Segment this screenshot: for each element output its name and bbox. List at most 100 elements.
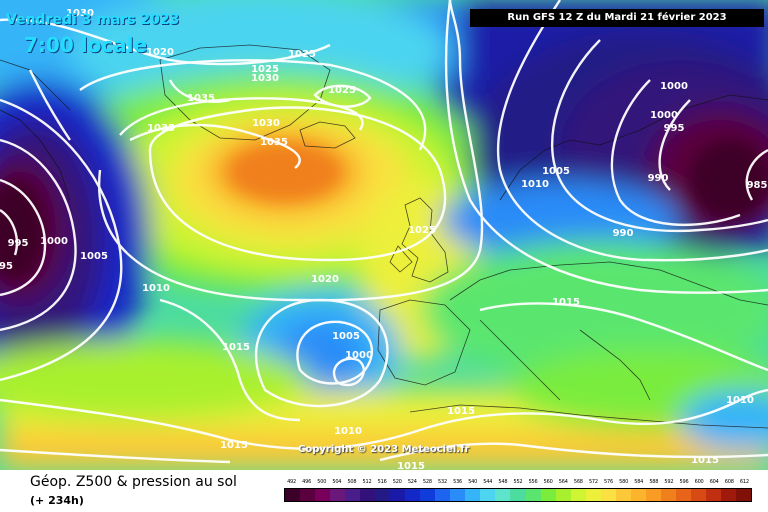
color-scale-swatch: [540, 489, 556, 501]
color-scale-swatch: [510, 489, 526, 501]
color-scale-value: 612: [739, 479, 749, 485]
isobar-label: 1015: [220, 440, 248, 451]
valid-date: Vendredi 3 mars 2023: [6, 12, 180, 28]
color-scale-swatch: [315, 489, 331, 501]
isobar-label: 990: [613, 228, 634, 239]
color-scale-value: 500: [317, 479, 327, 485]
isobar-label: 1005: [332, 331, 360, 342]
color-scale-swatch: [390, 489, 406, 501]
color-scale-value: 504: [332, 479, 342, 485]
isobar-label: 1015: [691, 455, 719, 466]
isobar-label: 995: [664, 123, 685, 134]
color-scale-value: 548: [498, 479, 508, 485]
isobar-label: 1000: [660, 81, 688, 92]
color-scale: [284, 488, 752, 502]
color-scale-swatch: [420, 489, 436, 501]
color-scale-swatch: [720, 489, 736, 501]
color-scale-swatch: [615, 489, 631, 501]
color-scale-swatch: [690, 489, 706, 501]
isobar-label: 990: [648, 173, 669, 184]
isobar-label: 1015: [447, 406, 475, 417]
coastlines: [0, 44, 768, 429]
isobar-label: 95: [0, 261, 13, 272]
color-scale-value: 536: [453, 479, 463, 485]
color-scale-swatch: [330, 489, 346, 501]
footer-bar: Géop. Z500 & pression au sol (+ 234h) 49…: [0, 470, 768, 512]
color-scale-value: 492: [287, 479, 297, 485]
isobar-label: 1005: [80, 251, 108, 262]
color-scale-value: 596: [679, 479, 689, 485]
isobar-label: 1035: [187, 93, 215, 104]
run-info: Run GFS 12 Z du Mardi 21 février 2023: [470, 9, 764, 27]
product-title: Géop. Z500 & pression au sol: [30, 474, 237, 490]
isobar-label: 1010: [142, 283, 170, 294]
weather-map: 1030 1020 1025 1025 1030 1025 1035 1035 1030 1035…: [0, 0, 768, 470]
isobar-label: 1025: [288, 49, 316, 60]
color-scale-swatch: [480, 489, 496, 501]
isobar-label: 1035: [147, 123, 175, 134]
color-scale-value: 584: [634, 479, 644, 485]
isobar-label: 1000: [40, 236, 68, 247]
color-scale-value: 576: [604, 479, 613, 485]
color-scale-swatch: [525, 489, 541, 501]
isobar-label: 1000: [650, 110, 678, 121]
color-scale-swatch: [630, 489, 646, 501]
color-scale-swatch: [735, 489, 751, 501]
color-scale-value: 532: [438, 479, 447, 485]
color-scale-swatch: [585, 489, 601, 501]
color-scale-value: 540: [468, 479, 478, 485]
color-scale-value: 600: [694, 479, 704, 485]
color-scale-swatch: [705, 489, 721, 501]
isobar-label: 1020: [311, 274, 339, 285]
color-scale-value: 496: [302, 479, 312, 485]
color-scale-value: 560: [543, 479, 553, 485]
color-scale-swatch: [285, 489, 301, 501]
color-scale-swatch: [660, 489, 676, 501]
color-scale-value: 580: [619, 479, 629, 485]
color-scale-swatch: [495, 489, 511, 501]
isobar-label: 1015: [552, 297, 580, 308]
isobar-label: 1010: [726, 395, 754, 406]
color-scale-swatch: [645, 489, 661, 501]
color-scale-value: 520: [392, 479, 402, 485]
isobar-label: 1030: [66, 8, 94, 19]
color-scale-swatch: [450, 489, 466, 501]
color-scale-value: 508: [347, 479, 357, 485]
color-scale-swatch: [570, 489, 586, 501]
color-scale-value: 512: [362, 479, 372, 485]
color-scale-swatch: [465, 489, 481, 501]
local-time: 7:00 locale: [24, 33, 148, 57]
color-scale-value: 544: [483, 479, 493, 485]
color-scale-value: 516: [377, 479, 387, 485]
color-scale-labels: 492 496 500 504 508 512 516 520 524 528 532 536 540 5…: [284, 479, 752, 485]
isobar-label: 1030: [251, 73, 279, 84]
color-scale-value: 552: [513, 479, 523, 485]
isobar-label: 1030: [252, 118, 280, 129]
isobar-label: 1035: [260, 137, 288, 148]
color-scale-swatch: [675, 489, 691, 501]
color-scale-value: 592: [664, 479, 674, 485]
isobar-label: 1025: [251, 64, 279, 75]
isobar-label: 1010: [521, 179, 549, 190]
color-scale-value: 564: [558, 479, 568, 485]
isobar-label: 1025: [408, 225, 436, 236]
isobar-label: 1025: [328, 85, 356, 96]
color-scale-value: 572: [588, 479, 598, 485]
isobar-label: 985: [747, 180, 768, 191]
isobar-label: 1015: [397, 461, 425, 470]
color-scale-swatch: [375, 489, 391, 501]
isobar-lines: [0, 0, 768, 464]
color-scale-value: 588: [649, 479, 659, 485]
isobar-label: 1000: [345, 350, 373, 361]
color-scale-swatch: [405, 489, 421, 501]
color-scale-value: 528: [422, 479, 432, 485]
color-scale-swatch: [435, 489, 451, 501]
forecast-hour: (+ 234h): [30, 494, 84, 507]
isobar-label: 1020: [146, 47, 174, 58]
isobar-label: 995: [8, 238, 29, 249]
color-scale-value: 604: [709, 479, 719, 485]
color-scale-swatch: [345, 489, 361, 501]
